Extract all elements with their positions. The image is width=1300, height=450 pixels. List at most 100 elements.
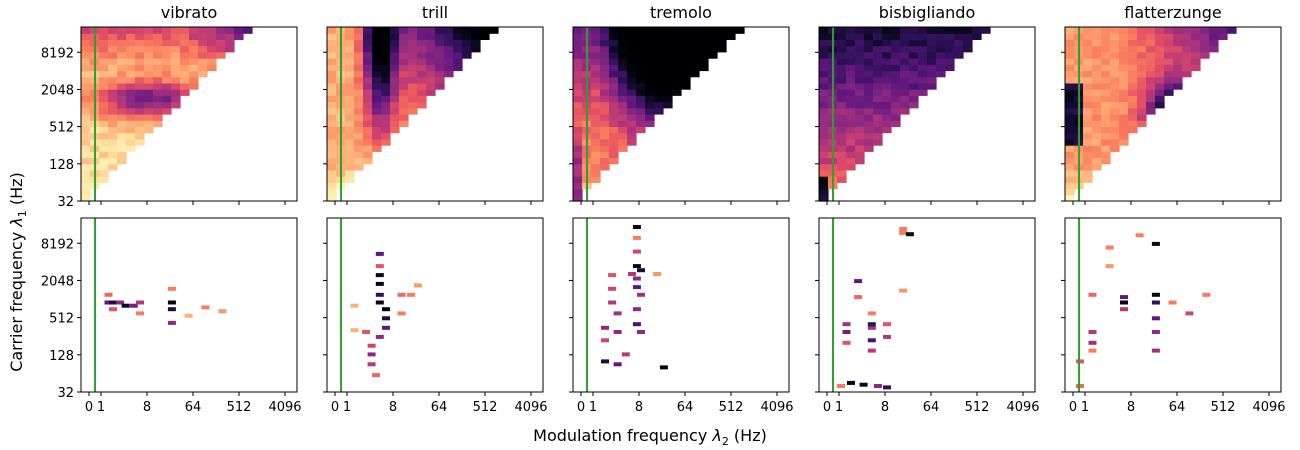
heatmap-cell (1155, 76, 1165, 84)
heatmap-cell (945, 39, 955, 47)
heatmap-cell (372, 76, 382, 84)
heatmap-cell (372, 107, 382, 115)
selected-coefficient (184, 313, 193, 318)
heatmap-cell (591, 58, 601, 65)
heatmap-cell (591, 138, 601, 146)
selected-coefficient (121, 303, 130, 308)
heatmap-cell (654, 45, 664, 53)
heatmap-cell (162, 58, 172, 65)
heatmap-cell (1209, 39, 1219, 47)
heatmap-cell (99, 157, 109, 165)
heatmap-cell (573, 114, 583, 121)
heatmap-cell (681, 82, 691, 90)
heatmap-cell (573, 120, 583, 127)
heatmap-cell (1191, 45, 1201, 53)
heatmap-cell (117, 76, 127, 84)
heatmap-cell (1128, 64, 1138, 72)
heatmap-cell (837, 51, 847, 59)
heatmap-cell (1146, 58, 1156, 65)
heatmap-cell (189, 33, 199, 40)
heatmap-cell (672, 27, 682, 34)
panel-title: vibrato (161, 3, 218, 22)
heatmap-cell (354, 145, 364, 152)
selected-coefficient (1185, 311, 1194, 316)
heatmap-cell (627, 64, 637, 72)
heatmap-cell (1101, 95, 1111, 103)
heatmap-cell (837, 157, 847, 165)
heatmap-cell (171, 82, 181, 90)
heatmap-cell (663, 70, 673, 78)
heatmap-cell (327, 70, 337, 78)
heatmap-cell (627, 120, 637, 127)
heatmap-cell (1182, 45, 1192, 53)
heatmap-cell (591, 107, 601, 115)
selected-coefficient (899, 226, 908, 231)
heatmap-cell (126, 126, 136, 134)
panel-flatterzunge: flatterzunge 0 1 8 64 512 4096 (1061, 3, 1286, 415)
heatmap-cell (1083, 27, 1093, 34)
selected-coefficient (854, 279, 863, 284)
heatmap-cell (855, 114, 865, 121)
heatmap-cell (1164, 70, 1174, 78)
heatmap-cell (636, 51, 646, 59)
heatmap-cell (327, 169, 337, 177)
heatmap-cell (1065, 64, 1075, 72)
heatmap-cell (1065, 188, 1075, 196)
heatmap-cell (954, 27, 964, 34)
heatmap-cell (198, 45, 208, 53)
heatmap-cell (417, 95, 427, 103)
heatmap-cell (1227, 27, 1237, 34)
heatmap-cell (1065, 95, 1075, 103)
heatmap-cell (1191, 27, 1201, 34)
heatmap-cell (81, 27, 91, 34)
selected-coefficient (899, 231, 908, 235)
heatmap-cell (1110, 120, 1120, 127)
heatmap-cell (699, 39, 709, 47)
heatmap-cell (1164, 64, 1174, 72)
heatmap-cell (408, 51, 418, 59)
heatmap-cell (171, 58, 181, 65)
heatmap-cell (99, 58, 109, 65)
bottom-heatmap (350, 251, 422, 378)
heatmap-cell (327, 58, 337, 65)
heatmap-cell (381, 107, 391, 115)
x-tick-label: 64 (1169, 400, 1186, 415)
heatmap-cell (417, 33, 427, 40)
heatmap-cell (381, 132, 391, 140)
heatmap-cell (573, 169, 583, 177)
heatmap-cell (846, 64, 856, 72)
bottom-heatmap (104, 286, 227, 325)
selected-coefficient (350, 303, 359, 308)
top-axes-frame (80, 26, 298, 202)
heatmap-cell (819, 70, 829, 78)
heatmap-cell (399, 58, 409, 65)
heatmap-cell (135, 64, 145, 72)
heatmap-cell (837, 95, 847, 103)
heatmap-cell (135, 51, 145, 59)
heatmap-cell (417, 70, 427, 78)
heatmap-cell (444, 64, 454, 72)
heatmap-cell (600, 107, 610, 115)
heatmap-cell (99, 114, 109, 121)
heatmap-cell (1101, 76, 1111, 84)
selected-coefficient (842, 340, 851, 345)
heatmap-cell (216, 39, 226, 47)
heatmap-cell (591, 27, 601, 34)
heatmap-cell (873, 51, 883, 59)
selected-coefficient (375, 334, 384, 339)
heatmap-cell (627, 58, 637, 65)
heatmap-cell (1092, 145, 1102, 152)
heatmap-cell (171, 39, 181, 47)
heatmap-cell (690, 58, 700, 65)
heatmap-cell (1146, 89, 1156, 96)
heatmap-cell (837, 138, 847, 146)
heatmap-cell (618, 107, 628, 115)
heatmap-cell (1137, 120, 1147, 127)
heatmap-cell (627, 70, 637, 78)
x-tick-label: 1 (835, 400, 843, 415)
heatmap-cell (882, 82, 892, 90)
heatmap-cell (618, 70, 628, 78)
heatmap-cell (636, 114, 646, 121)
heatmap-cell (1209, 27, 1219, 34)
heatmap-cell (117, 39, 127, 47)
